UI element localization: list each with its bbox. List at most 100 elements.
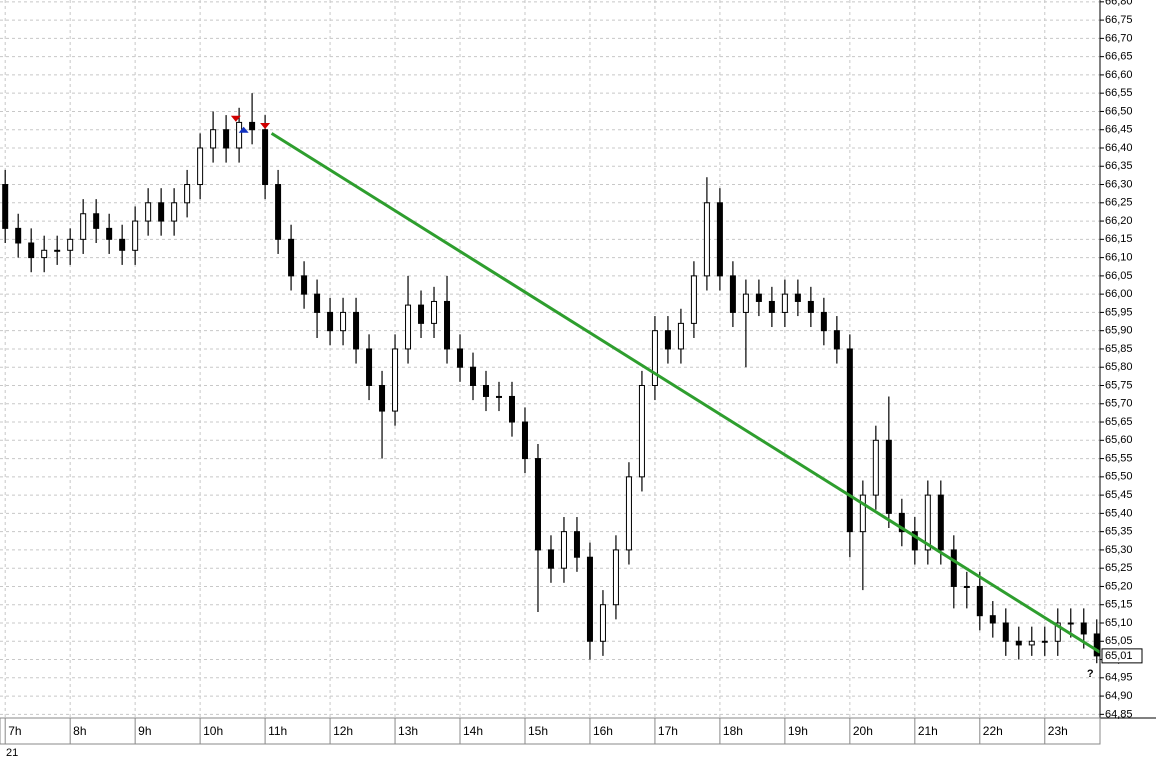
- y-tick-label: 65,30: [1105, 544, 1133, 556]
- candle-body: [521, 421, 528, 460]
- candle-body: [483, 384, 490, 397]
- candle-body: [392, 348, 399, 412]
- candle-body: [807, 300, 814, 313]
- candle-body: [1028, 640, 1035, 646]
- candle-body: [80, 213, 87, 240]
- candle-body: [846, 348, 853, 533]
- x-tick-label: 19h: [788, 724, 808, 738]
- x-axis-bar: [0, 717, 1101, 745]
- candle-body: [236, 121, 243, 149]
- x-tick-label: 9h: [138, 724, 151, 738]
- y-tick-label: 66,60: [1105, 69, 1133, 81]
- last-price-label: 65,01: [1105, 650, 1133, 662]
- x-tick-label: 22h: [983, 724, 1003, 738]
- y-tick-label: 65,80: [1105, 361, 1133, 373]
- axes: 64,8564,9064,9565,0065,0565,1065,1565,20…: [4, 0, 1143, 744]
- candle-body: [54, 249, 61, 252]
- y-tick-label: 66,25: [1105, 197, 1133, 209]
- y-tick-label: 65,10: [1105, 617, 1133, 629]
- y-tick-label: 66,20: [1105, 215, 1133, 227]
- x-tick-label: 21h: [918, 724, 938, 738]
- candle-body: [508, 395, 515, 423]
- y-tick-label: 65,90: [1105, 325, 1133, 337]
- x-tick-label: 16h: [593, 724, 613, 738]
- candle-body: [366, 348, 373, 386]
- x-tick-label: 23h: [1048, 724, 1068, 738]
- candle-body: [197, 147, 204, 186]
- candle-body: [2, 184, 9, 229]
- candle-body: [41, 249, 48, 259]
- candle-body: [755, 293, 762, 302]
- y-tick-label: 66,30: [1105, 178, 1133, 190]
- y-tick-label: 66,40: [1105, 142, 1133, 154]
- signal-arrow: [260, 123, 271, 130]
- candle-body: [418, 304, 425, 324]
- candle-body: [859, 494, 866, 533]
- candle-body: [742, 293, 749, 313]
- candle-body: [534, 458, 541, 551]
- candle-body: [924, 494, 931, 551]
- candle-body: [1015, 640, 1022, 646]
- candle-body: [898, 512, 905, 533]
- x-tick-label: 18h: [723, 724, 743, 738]
- candle-body: [223, 129, 230, 149]
- y-tick-label: 66,15: [1105, 233, 1133, 245]
- x-tick-label: 11h: [268, 724, 287, 738]
- candle-body: [353, 311, 360, 350]
- candle-body: [93, 213, 100, 229]
- y-tick-label: 66,45: [1105, 124, 1133, 136]
- date-label: 21: [6, 747, 18, 759]
- signal-arrow: [238, 126, 249, 133]
- candle-body: [963, 585, 970, 588]
- candle-body: [677, 322, 684, 350]
- candle-body: [1080, 622, 1087, 635]
- candle-body: [158, 202, 165, 222]
- candle-body: [119, 238, 126, 251]
- candle-body: [431, 300, 438, 324]
- x-tick-label: 8h: [73, 724, 86, 738]
- candle-body: [1093, 633, 1100, 657]
- candle-body: [833, 330, 840, 350]
- trendline: [270, 132, 1101, 654]
- candle-body: [664, 330, 671, 350]
- candle-body: [976, 585, 983, 617]
- y-tick-label: 65,40: [1105, 507, 1133, 519]
- candle-body: [67, 238, 74, 251]
- y-tick-label: 65,50: [1105, 471, 1133, 483]
- y-tick-label: 65,45: [1105, 489, 1133, 501]
- candle-body: [210, 129, 217, 149]
- candle-body: [249, 121, 256, 131]
- candle-body: [768, 300, 775, 313]
- candle-body: [872, 439, 879, 496]
- candle-body: [444, 300, 451, 350]
- y-tick-label: 66,70: [1105, 32, 1133, 44]
- plot: ?: [2, 93, 1101, 680]
- y-tick-label: 64,85: [1105, 708, 1133, 720]
- candle-body: [15, 227, 22, 244]
- candle-body: [599, 604, 606, 642]
- y-tick-label: 65,05: [1105, 635, 1133, 647]
- x-tick-label: 7h: [8, 724, 21, 738]
- y-tick-label: 65,20: [1105, 580, 1133, 592]
- y-tick-label: 66,55: [1105, 87, 1133, 99]
- candle-body: [638, 384, 645, 478]
- candle-body: [379, 384, 386, 412]
- y-tick-label: 66,65: [1105, 51, 1133, 63]
- candle-body: [794, 293, 801, 302]
- candle-body: [820, 311, 827, 332]
- x-tick-label: 15h: [528, 724, 548, 738]
- x-tick-label: 20h: [853, 724, 873, 738]
- y-tick-label: 66,00: [1105, 288, 1133, 300]
- last-price-box: [1101, 648, 1143, 664]
- candle-body: [560, 531, 567, 569]
- y-tick-label: 65,95: [1105, 306, 1133, 318]
- x-tick-label: 17h: [658, 724, 678, 738]
- candle-body: [327, 311, 334, 332]
- y-tick-label: 66,35: [1105, 160, 1133, 172]
- candle-body: [911, 531, 918, 551]
- annotation: ?: [1087, 668, 1094, 680]
- candle-body: [495, 395, 502, 398]
- candle-body: [457, 348, 464, 368]
- candle-body: [586, 556, 593, 642]
- candle-body: [275, 184, 282, 240]
